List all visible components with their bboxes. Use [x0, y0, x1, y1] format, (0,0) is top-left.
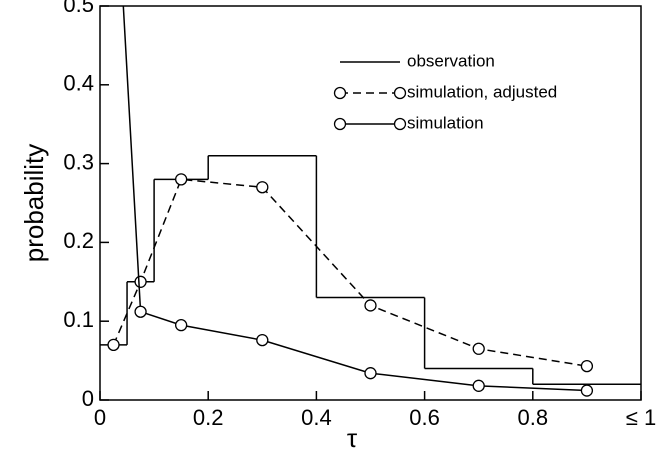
- y-tick-label: 0.4: [63, 71, 94, 96]
- point: [134, 275, 147, 288]
- point: [256, 181, 269, 194]
- legend-marker: [333, 117, 347, 131]
- series-line: [122, 6, 587, 392]
- point: [580, 384, 594, 397]
- point: [364, 367, 377, 380]
- legend-marker: [393, 86, 407, 100]
- point: [174, 318, 188, 332]
- point: [472, 379, 485, 392]
- x-axis-label: τ: [347, 423, 358, 453]
- x-tick-label: ≤ 1: [626, 405, 656, 430]
- x-tick-label: 0.6: [409, 405, 440, 430]
- legend-label: simulation: [407, 113, 484, 132]
- y-tick-label: 0: [82, 386, 94, 411]
- x-tick-label: 0: [94, 405, 106, 430]
- x-tick-label: 0.2: [193, 405, 224, 430]
- y-tick-label: 0.3: [63, 149, 94, 174]
- point: [472, 342, 485, 355]
- plot-area: [100, 6, 641, 397]
- legend-marker: [333, 86, 347, 100]
- y-tick-label: 0.1: [63, 307, 94, 332]
- point: [580, 359, 594, 373]
- x-tick-label: 0.4: [301, 405, 332, 430]
- point: [364, 299, 377, 312]
- y-axis-label: probability: [19, 144, 49, 263]
- point: [174, 173, 188, 186]
- point: [256, 333, 269, 347]
- point: [107, 338, 120, 351]
- legend-marker: [393, 117, 407, 131]
- y-tick-label: 0.2: [63, 228, 94, 253]
- legend-label: observation: [407, 51, 495, 70]
- y-tick-label: 0.5: [63, 0, 94, 17]
- point: [134, 305, 147, 318]
- series-line: [112, 178, 588, 367]
- plot-frame: [99, 5, 642, 401]
- legend-label: simulation, adjusted: [407, 82, 557, 101]
- x-tick-label: 0.8: [518, 405, 549, 430]
